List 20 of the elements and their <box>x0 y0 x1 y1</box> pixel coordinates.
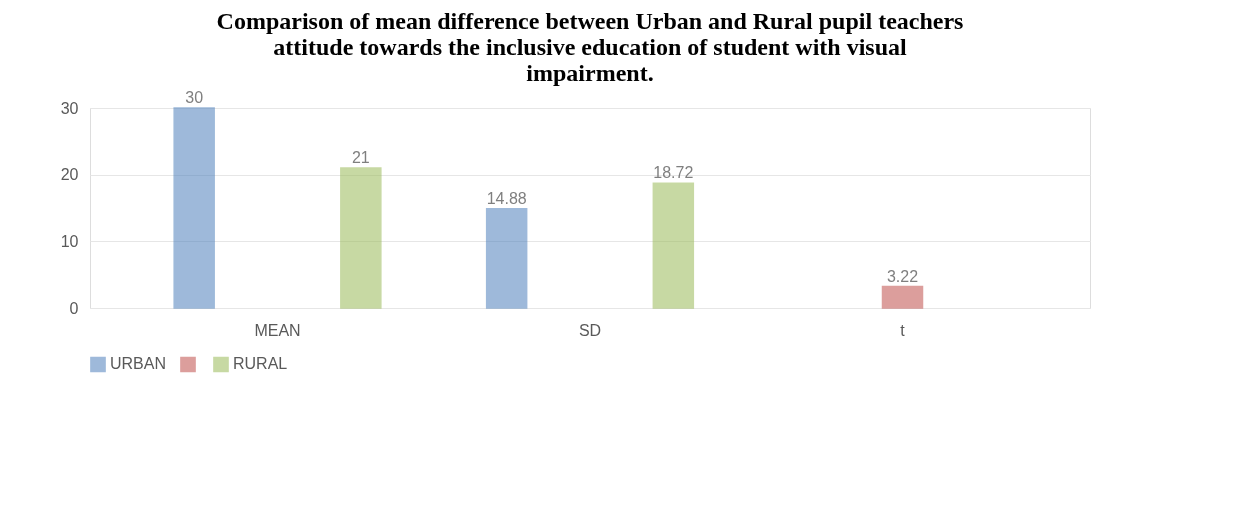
chart-title: Comparison of mean difference between Urban and Rural pupil teachers attitude towards the inclusive education of student with visual impairment. <box>216 8 964 86</box>
y-tick-label: 10 <box>60 232 79 250</box>
x-tick-label: t <box>900 321 906 339</box>
bar <box>881 285 924 309</box>
y-tick-label: 30 <box>60 99 79 117</box>
legend-label: URBAN <box>110 355 167 373</box>
x-tick-label: MEAN <box>254 321 301 339</box>
data-label: 21 <box>351 149 370 166</box>
data-label: 3.22 <box>886 267 919 285</box>
bar <box>652 182 695 309</box>
y-tick-label: 0 <box>69 299 79 317</box>
y-tick-label: 20 <box>60 166 79 184</box>
data-label: 14.88 <box>486 189 527 207</box>
data-label: 30 <box>185 89 204 106</box>
data-label: 18.72 <box>653 164 694 182</box>
bar <box>173 107 215 309</box>
legend-label: RURAL <box>233 355 288 373</box>
bar <box>340 167 382 309</box>
bar <box>485 208 528 309</box>
x-tick-label: SD <box>578 321 602 339</box>
